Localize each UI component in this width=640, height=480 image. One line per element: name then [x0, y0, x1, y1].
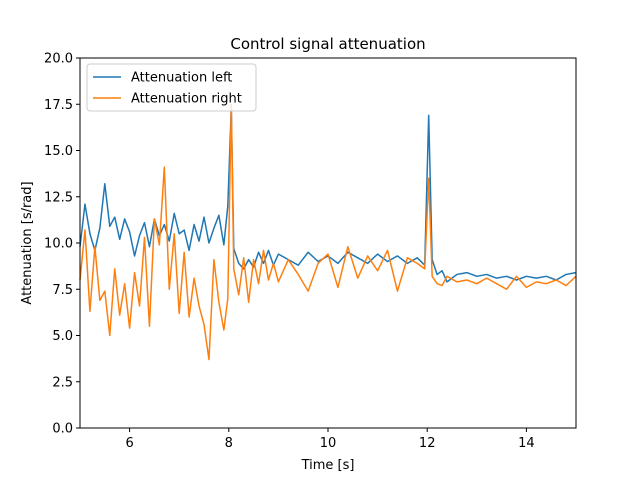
- y-tick-label: 5.0: [52, 329, 73, 344]
- x-tick-label: 14: [518, 436, 535, 451]
- x-tick-label: 12: [419, 436, 436, 451]
- y-tick-label: 20.0: [44, 52, 73, 67]
- y-tick-label: 7.5: [52, 283, 73, 298]
- legend: Attenuation left Attenuation right: [86, 63, 257, 112]
- legend-box: [86, 63, 257, 112]
- y-tick-label: 15.0: [44, 144, 73, 159]
- x-axis: 6 8 10 12 14: [125, 428, 535, 451]
- series-line-attenuation-left: [79, 107, 577, 283]
- y-tick-label: 12.5: [44, 190, 73, 205]
- y-tick-label: 17.5: [44, 98, 73, 113]
- y-axis-label: Attenuation [s/rad]: [20, 181, 35, 304]
- x-axis-label: Time [s]: [301, 458, 355, 473]
- y-axis: 0.0 2.5 5.0 7.5 10.0 12.5 15.0 17.5 20.0: [44, 52, 80, 437]
- series-line-attenuation-right: [79, 103, 577, 361]
- series-layer: [79, 103, 577, 361]
- legend-label: Attenuation right: [131, 92, 242, 107]
- y-tick-label: 10.0: [44, 237, 73, 252]
- x-tick-label: 10: [320, 436, 337, 451]
- y-tick-label: 2.5: [52, 375, 73, 390]
- chart-title: Control signal attenuation: [230, 35, 425, 53]
- x-tick-label: 8: [225, 436, 233, 451]
- y-tick-label: 0.0: [52, 422, 73, 437]
- x-tick-label: 6: [125, 436, 133, 451]
- legend-label: Attenuation left: [131, 71, 232, 86]
